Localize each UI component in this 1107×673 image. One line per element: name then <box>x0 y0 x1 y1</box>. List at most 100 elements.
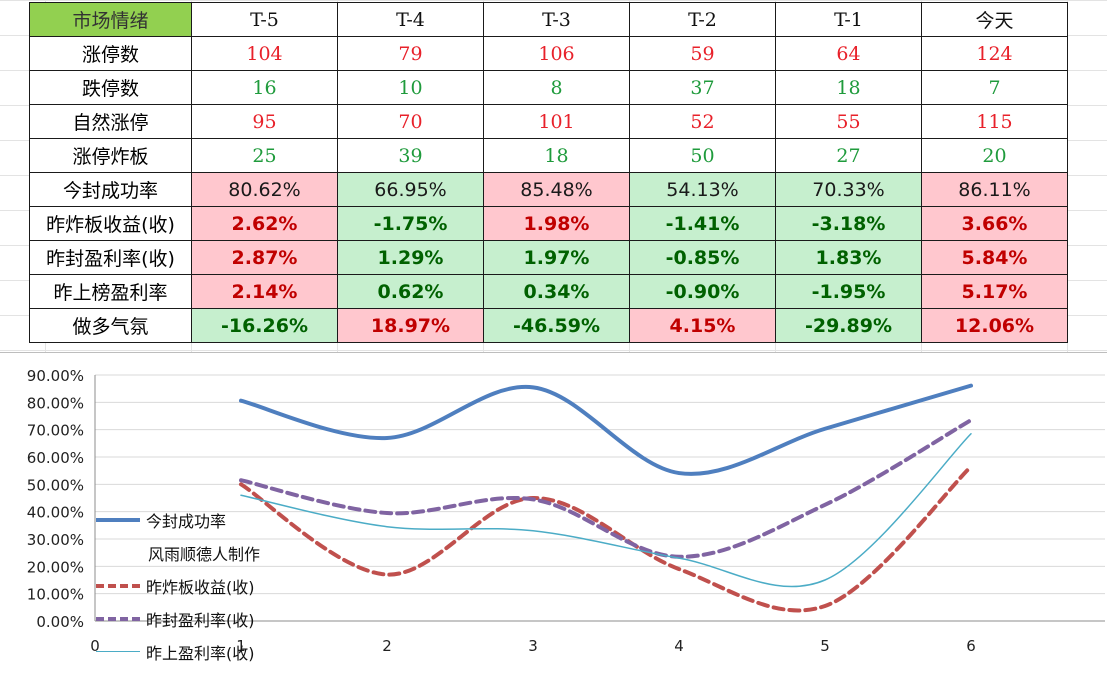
header-cell[interactable]: T-1 <box>775 2 922 37</box>
table-cell[interactable]: 0.62% <box>337 274 484 309</box>
table-cell[interactable]: 3.66% <box>921 206 1068 241</box>
table-cell[interactable]: 2.87% <box>191 240 338 275</box>
legend-swatch-red <box>96 583 140 588</box>
table-cell[interactable]: 1.97% <box>483 240 630 275</box>
corner-label[interactable]: 市场情绪 <box>29 2 192 37</box>
legend-item[interactable]: 昨炸板收益(收) <box>96 569 260 602</box>
header-cell[interactable]: 今天 <box>921 2 1068 37</box>
y-tick-label: 0.00% <box>36 613 84 631</box>
table-row-limit-down: 跌停数 16 10 8 37 18 7 <box>29 70 1068 105</box>
header-row: 市场情绪 T-5 T-4 T-3 T-2 T-1 今天 <box>29 2 1068 37</box>
table-cell[interactable]: 0.34% <box>483 274 630 309</box>
chart-svg: 0.00% 10.00% 20.00% 30.00% 40.00% 50.00%… <box>27 367 1105 655</box>
series-list-profit-line[interactable] <box>240 433 972 588</box>
x-tick-label: 6 <box>966 637 976 655</box>
y-tick-label: 80.00% <box>27 394 84 412</box>
legend-label: 昨上盈利率(收) <box>146 643 255 663</box>
header-cell[interactable]: T-4 <box>337 2 484 37</box>
table-cell[interactable]: 20 <box>921 138 1068 173</box>
table-cell[interactable]: 54.13% <box>629 172 776 207</box>
table-cell[interactable]: 55 <box>775 104 922 139</box>
row-label[interactable]: 涨停数 <box>29 36 192 71</box>
legend-label: 今封成功率 <box>146 511 227 531</box>
table-cell[interactable]: 1.29% <box>337 240 484 275</box>
table-cell[interactable]: 79 <box>337 36 484 71</box>
table-cell[interactable]: 5.84% <box>921 240 1068 275</box>
table-cell[interactable]: 50 <box>629 138 776 173</box>
table-cell[interactable]: -0.90% <box>629 274 776 309</box>
table-cell[interactable]: 37 <box>629 70 776 105</box>
table-cell[interactable]: -16.26% <box>191 308 338 343</box>
row-label[interactable]: 自然涨停 <box>29 104 192 139</box>
header-cell[interactable]: T-2 <box>629 2 776 37</box>
table-cell[interactable]: -0.85% <box>629 240 776 275</box>
chart-legend: 今封成功率 风雨顺德人制作 昨炸板收益(收) 昨封盈利率(收) 昨上盈利率(收) <box>96 503 260 668</box>
series-seal-success-line[interactable] <box>239 383 973 476</box>
table-cell[interactable]: 70 <box>337 104 484 139</box>
row-label[interactable]: 昨炸板收益(收) <box>29 206 192 241</box>
table-cell[interactable]: 18 <box>483 138 630 173</box>
table-cell[interactable]: 124 <box>921 36 1068 71</box>
row-label[interactable]: 昨封盈利率(收) <box>29 240 192 275</box>
table-cell[interactable]: 25 <box>191 138 338 173</box>
table-cell[interactable]: 1.98% <box>483 206 630 241</box>
x-tick-label: 2 <box>382 637 392 655</box>
legend-item[interactable]: 今封成功率 <box>96 503 260 536</box>
table-cell[interactable]: 115 <box>921 104 1068 139</box>
table-cell[interactable]: 85.48% <box>483 172 630 207</box>
table-cell[interactable]: 7 <box>921 70 1068 105</box>
table-cell[interactable]: 70.33% <box>775 172 922 207</box>
table-cell[interactable]: 86.11% <box>921 172 1068 207</box>
y-tick-label: 30.00% <box>27 531 84 549</box>
header-cell[interactable]: T-3 <box>483 2 630 37</box>
table-cell[interactable]: 106 <box>483 36 630 71</box>
table-cell[interactable]: 2.14% <box>191 274 338 309</box>
series-seal-profit-line[interactable] <box>239 418 973 559</box>
header-cell[interactable]: T-5 <box>191 2 338 37</box>
row-label[interactable]: 涨停炸板 <box>29 138 192 173</box>
axes <box>94 375 1105 622</box>
table-cell[interactable]: -29.89% <box>775 308 922 343</box>
legend-label: 昨炸板收益(收) <box>146 577 255 597</box>
table-row-seal-profit: 昨封盈利率(收) 2.87% 1.29% 1.97% -0.85% 1.83% … <box>29 240 1068 275</box>
table-row-broken-return: 昨炸板收益(收) 2.62% -1.75% 1.98% -1.41% -3.18… <box>29 206 1068 241</box>
table-cell[interactable]: 12.06% <box>921 308 1068 343</box>
table-cell[interactable]: -3.18% <box>775 206 922 241</box>
series-broken-return-line[interactable] <box>239 464 973 613</box>
table-cell[interactable]: -1.95% <box>775 274 922 309</box>
table-cell[interactable]: 27 <box>775 138 922 173</box>
table-cell[interactable]: 59 <box>629 36 776 71</box>
table-cell[interactable]: 10 <box>337 70 484 105</box>
line-chart[interactable]: 0.00% 10.00% 20.00% 30.00% 40.00% 50.00%… <box>0 352 1107 673</box>
table-row-limit-up: 涨停数 104 79 106 59 64 124 <box>29 36 1068 71</box>
table-cell[interactable]: -46.59% <box>483 308 630 343</box>
table-cell[interactable]: 2.62% <box>191 206 338 241</box>
table-cell[interactable]: 66.95% <box>337 172 484 207</box>
row-label[interactable]: 今封成功率 <box>29 172 192 207</box>
table-cell[interactable]: 18.97% <box>337 308 484 343</box>
table-cell[interactable]: 104 <box>191 36 338 71</box>
x-tick-label: 5 <box>820 637 830 655</box>
table-cell[interactable]: 64 <box>775 36 922 71</box>
table-cell[interactable]: 52 <box>629 104 776 139</box>
table-cell[interactable]: 101 <box>483 104 630 139</box>
table-cell[interactable]: -1.41% <box>629 206 776 241</box>
table-cell[interactable]: 39 <box>337 138 484 173</box>
table-cell[interactable]: 16 <box>191 70 338 105</box>
table-cell[interactable]: 1.83% <box>775 240 922 275</box>
row-label[interactable]: 跌停数 <box>29 70 192 105</box>
table-cell[interactable]: -1.75% <box>337 206 484 241</box>
table-cell[interactable]: 95 <box>191 104 338 139</box>
x-tick-labels: 0 1 2 3 4 5 6 <box>90 637 976 655</box>
legend-item[interactable]: 昨封盈利率(收) <box>96 602 260 635</box>
table-cell[interactable]: 18 <box>775 70 922 105</box>
table-cell[interactable]: 8 <box>483 70 630 105</box>
row-label[interactable]: 做多气氛 <box>29 308 192 343</box>
y-tick-label: 60.00% <box>27 449 84 467</box>
table-cell[interactable]: 4.15% <box>629 308 776 343</box>
table-cell[interactable]: 80.62% <box>191 172 338 207</box>
row-label[interactable]: 昨上榜盈利率 <box>29 274 192 309</box>
legend-item[interactable]: 昨上盈利率(收) <box>96 635 260 668</box>
y-tick-label: 90.00% <box>27 367 84 385</box>
table-cell[interactable]: 5.17% <box>921 274 1068 309</box>
